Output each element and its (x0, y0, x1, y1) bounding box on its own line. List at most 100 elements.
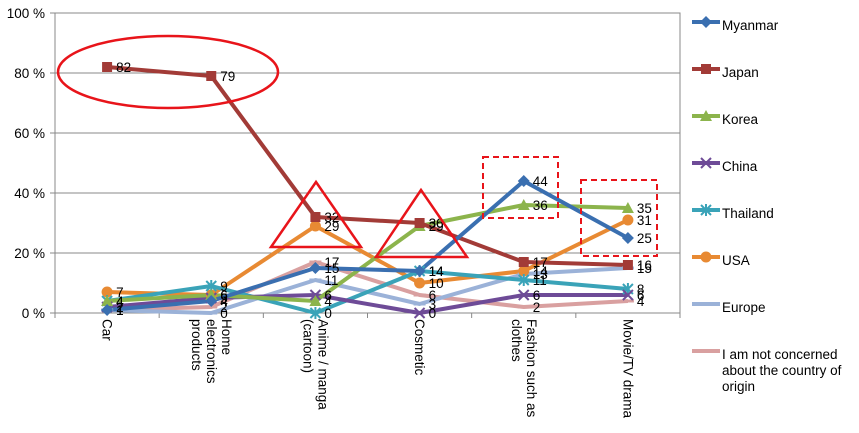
annotations (56, 34, 658, 259)
data-label: 32 (324, 210, 339, 225)
legend-swatch (692, 349, 720, 353)
data-label: 10 (429, 276, 444, 291)
data-point (309, 262, 322, 274)
series-line (106, 269, 629, 315)
data-label: 13 (533, 267, 548, 282)
legend-item: Thailand (690, 196, 858, 243)
x-tick-label: Car (100, 319, 115, 341)
data-label: 17 (324, 255, 339, 270)
series-line (106, 293, 628, 315)
legend-item: China (690, 149, 858, 196)
data-label: 4 (116, 294, 124, 309)
data-point (517, 175, 530, 187)
data-label: 1 (116, 303, 124, 318)
data-label: 4 (220, 294, 228, 309)
data-point (518, 257, 529, 267)
data-point (413, 307, 426, 319)
data-point (700, 110, 712, 121)
y-tick-label: 100 % (7, 6, 45, 21)
legend-swatch (692, 302, 720, 306)
legend-label: Europe (722, 300, 766, 315)
data-point (309, 278, 322, 282)
legend-swatch (692, 157, 720, 169)
data-label: 29 (324, 219, 339, 234)
data-label: 4 (116, 294, 124, 309)
legend-item: Europe (690, 290, 858, 337)
data-label: 5 (220, 291, 228, 306)
data-label: 1 (116, 303, 124, 318)
y-tick-label: 60 % (14, 126, 45, 141)
data-label: 36 (533, 198, 548, 213)
legend-label: USA (722, 253, 750, 268)
x-tick-label: Homeelectronicsproducts (189, 319, 234, 384)
data-label: 6 (429, 288, 437, 303)
legend-label: I am not concerned about the country of … (722, 347, 842, 394)
data-label: 79 (220, 69, 235, 84)
data-label: 0 (429, 306, 437, 321)
data-point (101, 304, 114, 316)
highlight-triangle (373, 187, 470, 259)
data-point (622, 260, 633, 270)
series-line (106, 179, 629, 312)
legend-swatch (692, 16, 720, 28)
data-label: 8 (637, 282, 645, 297)
legend-swatch (692, 110, 720, 121)
data-point (205, 311, 218, 315)
data-label: 4 (637, 294, 645, 309)
data-point (700, 251, 712, 263)
data-label: 2 (220, 300, 228, 315)
y-tick-label: 0 % (22, 306, 45, 321)
data-point (518, 289, 530, 301)
legend-swatch (692, 204, 720, 216)
data-label: 2 (116, 300, 124, 315)
data-label: 30 (429, 216, 444, 231)
data-point (101, 295, 114, 306)
data-label: 6 (220, 288, 228, 303)
x-tick-label: Movie/TV drama (620, 319, 635, 419)
data-point (518, 274, 530, 286)
legend-swatch (692, 64, 720, 74)
legend-label: China (722, 159, 758, 174)
data-point (101, 286, 113, 298)
legend-swatch (692, 251, 720, 263)
data-label: 7 (116, 285, 124, 300)
data-point (414, 218, 425, 228)
data-label: 25 (637, 231, 652, 246)
series-lines (106, 65, 629, 315)
legend-item: Korea (690, 102, 858, 149)
data-label: 11 (533, 273, 547, 288)
data-label: 82 (116, 60, 131, 75)
data-point (517, 199, 530, 210)
data-label: 2 (533, 300, 541, 315)
data-label: 11 (324, 273, 338, 288)
data-point (621, 232, 634, 244)
x-axis: Car Homeelectronicsproducts Anime / manga(… (54, 313, 681, 419)
data-point (621, 202, 634, 213)
data-point (102, 62, 113, 72)
x-tick-label: Cosmetic (412, 319, 427, 376)
legend: Myanmar Japan Korea China Thailand USA Europe I… (690, 8, 858, 394)
legend-label: Korea (722, 112, 759, 127)
data-label: 3 (429, 297, 437, 312)
highlight-box (482, 156, 559, 219)
data-label: 0 (220, 306, 228, 321)
series-markers (101, 62, 634, 319)
data-point (621, 299, 634, 303)
legend-label: Myanmar (722, 18, 779, 33)
data-label: 14 (429, 264, 445, 279)
data-point (517, 305, 530, 309)
data-label: 29 (429, 219, 444, 234)
data-point (413, 293, 426, 297)
legend-item: Myanmar (690, 8, 858, 55)
data-point (205, 295, 218, 307)
legend-label: Thailand (722, 206, 774, 221)
series-line (106, 203, 628, 303)
legend-label: Japan (722, 65, 759, 80)
x-tick-label: Anime / manga(cartoon) (300, 319, 330, 410)
data-point (700, 204, 712, 216)
y-axis: 0 % 20 % 40 % 60 % 80 % 100 % (7, 6, 55, 321)
data-label: 0 (324, 306, 332, 321)
data-point (206, 71, 217, 81)
highlight-box (580, 179, 658, 257)
